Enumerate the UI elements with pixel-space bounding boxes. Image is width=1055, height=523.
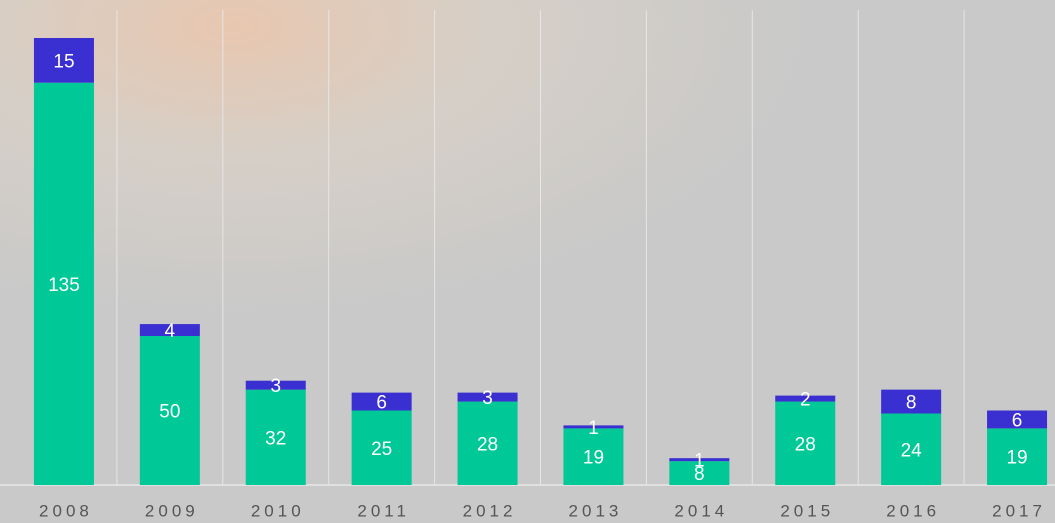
x-tick-label: 2015 <box>780 501 834 520</box>
value-label: 3 <box>482 388 493 409</box>
value-label: 32 <box>265 428 286 449</box>
value-label: 28 <box>795 434 816 455</box>
x-tick-label: 2011 <box>357 501 410 520</box>
value-label: 1 <box>588 418 599 439</box>
chart: 1351520085042009323201025620112832012191… <box>0 0 1055 523</box>
value-label: 25 <box>371 439 392 460</box>
value-label: 50 <box>159 402 180 423</box>
x-tick-label: 2008 <box>39 501 93 520</box>
value-label: 6 <box>1012 410 1023 431</box>
x-tick-label: 2009 <box>145 501 199 520</box>
value-label: 1 <box>694 451 705 472</box>
value-label: 8 <box>906 393 917 414</box>
value-label: 19 <box>583 448 604 469</box>
value-label: 6 <box>376 393 387 414</box>
x-tick-label: 2014 <box>674 501 728 520</box>
x-tick-label: 2016 <box>886 501 940 520</box>
value-label: 19 <box>1006 448 1027 469</box>
value-label: 3 <box>270 376 281 397</box>
x-tick-label: 2013 <box>569 501 623 520</box>
x-tick-label: 2017 <box>992 501 1046 520</box>
x-tick-label: 2010 <box>251 501 305 520</box>
x-tick-label: 2012 <box>463 501 517 520</box>
value-label: 4 <box>165 321 176 342</box>
value-label: 24 <box>901 440 923 461</box>
value-label: 15 <box>53 51 74 72</box>
value-label: 135 <box>48 275 80 296</box>
value-label: 28 <box>477 434 498 455</box>
value-label: 2 <box>800 390 811 411</box>
